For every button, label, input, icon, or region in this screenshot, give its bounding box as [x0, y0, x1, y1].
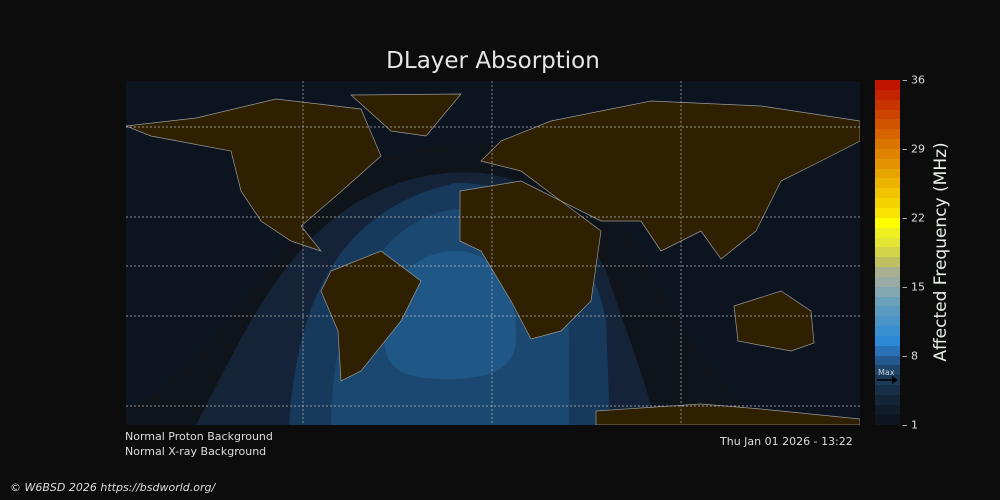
colorbar-segment [875, 89, 900, 100]
proton-status: Normal Proton Background [125, 430, 273, 443]
colorbar-segment [875, 355, 900, 366]
colorbar-segment [875, 335, 900, 346]
land-eurasia [480, 100, 860, 260]
colorbar-segment [875, 345, 900, 356]
land-africa [459, 180, 602, 340]
colorbar-tick: – 22 [902, 211, 925, 225]
max-marker-label: Max [878, 368, 895, 377]
colorbar-segment [875, 148, 900, 159]
copyright: © W6BSD 2026 https://bsdworld.org/ [10, 481, 216, 494]
land-australia [733, 290, 815, 352]
chart-title: DLayer Absorption [386, 48, 600, 74]
colorbar-label: Affected Frequency (MHz) [931, 142, 951, 362]
graticule [126, 81, 860, 425]
world-map [126, 81, 860, 425]
colorbar-tick: – 29 [902, 142, 925, 156]
colorbar-segment [875, 296, 900, 307]
colorbar-segment [875, 404, 900, 415]
colorbar-segment [875, 168, 900, 179]
colorbar-segment [875, 207, 900, 218]
colorbar-tick: – 36 [902, 73, 925, 87]
colorbar-segment [875, 267, 900, 277]
land-greenland [350, 93, 462, 137]
colorbar-segment [875, 237, 900, 248]
colorbar-segment [875, 414, 900, 425]
colorbar-segment [875, 227, 900, 238]
colorbar-segment [875, 178, 900, 189]
colorbar-segment [875, 217, 900, 228]
colorbar-segment [875, 188, 900, 199]
colorbar-segment [875, 139, 900, 149]
colorbar-segment [875, 257, 900, 268]
colorbar-segment [875, 119, 900, 130]
max-arrow-icon [877, 376, 898, 384]
land-antarctica [595, 403, 860, 425]
colorbar-segment [875, 158, 900, 169]
colorbar-tick: – 1 [902, 418, 918, 432]
colorbar-segment [875, 306, 900, 317]
colorbar-tick: – 8 [902, 349, 918, 363]
timestamp: Thu Jan 01 2026 - 13:22 [720, 435, 853, 448]
colorbar-segment [875, 326, 900, 336]
colorbar-segment [875, 129, 900, 140]
colorbar [875, 80, 900, 425]
colorbar-segment [875, 99, 900, 110]
colorbar-tick: – 15 [902, 280, 925, 294]
colorbar-segment [875, 247, 900, 258]
colorbar-segment [875, 286, 900, 297]
colorbar-segment [875, 276, 900, 287]
xray-status: Normal X-ray Background [125, 445, 267, 458]
colorbar-segment [875, 316, 900, 327]
colorbar-segment [875, 395, 900, 405]
colorbar-segment [875, 385, 900, 395]
colorbar-segment [875, 365, 900, 376]
colorbar-segment [875, 80, 900, 90]
land-north-america [126, 98, 382, 252]
colorbar-segment [875, 109, 900, 120]
colorbar-segment [875, 198, 900, 208]
